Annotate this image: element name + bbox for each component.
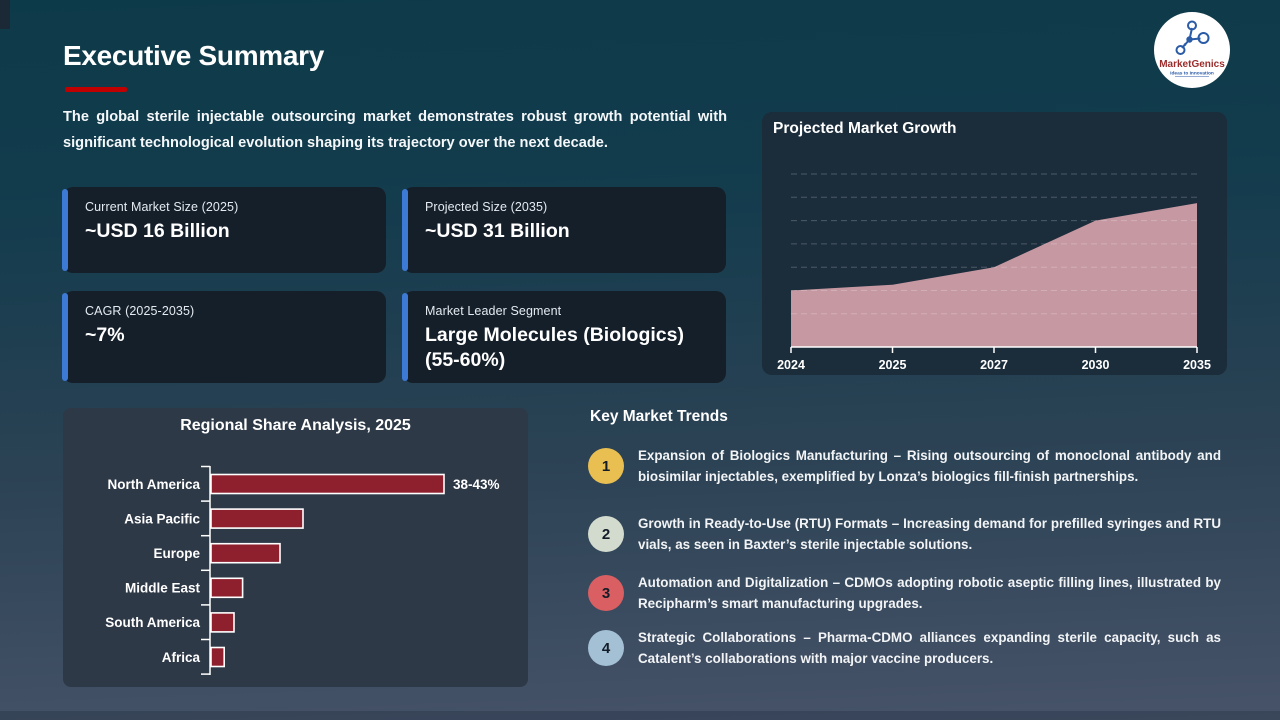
stat-card-accent — [402, 293, 408, 381]
projected-market-growth-panel: 2024 2025 2027 2030 2035 Projected Market Gr… — [762, 112, 1227, 375]
stat-card-accent — [62, 189, 68, 271]
trend-item-automation: 3 Automation and Digitalization – CDMOs … — [588, 572, 1221, 614]
logo-wordmark: MarketGenics — [1159, 59, 1225, 70]
projected-market-growth-chart: 2024 2025 2027 2030 2035 — [777, 173, 1211, 372]
trend-text: Automation and Digitalization – CDMOs ad… — [638, 575, 1221, 611]
stat-value: Large Molecules (Biologics) (55-60%) — [425, 324, 684, 371]
stat-value: ~USD 16 Billion — [85, 220, 230, 242]
trend-number-badge: 1 — [588, 448, 624, 484]
trend-number-badge: 4 — [588, 630, 624, 666]
regional-chart-title: Regional Share Analysis, 2025 — [180, 417, 411, 434]
regional-share-panel: North America 38-43% Asia Pacific Europe Mid… — [63, 408, 528, 687]
trend-number-badge: 3 — [588, 575, 624, 611]
stat-label: Current Market Size (2025) — [85, 200, 239, 214]
stat-card-market-leader-segment: Market Leader Segment Large Molecules (B… — [402, 291, 726, 383]
key-market-trends-section: Key Market Trends 1 Expansion of Biologi… — [588, 408, 1221, 669]
regional-share-chart: North America 38-43% Asia Pacific Europe Mid… — [105, 465, 500, 675]
svg-text:38-43%: 38-43% — [453, 477, 500, 492]
trend-text: Strategic Collaborations – Pharma-CDMO a… — [638, 630, 1221, 666]
trend-text: Growth in Ready-to-Use (RTU) Formats – I… — [638, 516, 1221, 552]
growth-chart-title: Projected Market Growth — [773, 120, 957, 137]
trend-number-badge: 2 — [588, 516, 624, 552]
svg-text:Asia Pacific: Asia Pacific — [124, 511, 200, 526]
stat-label: CAGR (2025-2035) — [85, 304, 195, 318]
svg-text:2035: 2035 — [1183, 358, 1211, 372]
svg-text:2024: 2024 — [777, 358, 805, 372]
bottom-shade — [0, 711, 1280, 720]
molecule-icon — [1175, 20, 1210, 55]
company-logo: MarketGenics Ideas to Innovation — [1154, 12, 1230, 88]
stat-value: ~7% — [85, 324, 125, 346]
stat-card-accent — [62, 293, 68, 381]
stats-grid: Current Market Size (2025) ~USD 16 Billi… — [62, 187, 726, 383]
svg-text:North America: North America — [107, 477, 200, 492]
svg-text:2030: 2030 — [1082, 358, 1110, 372]
trend-item-biologics-expansion: 1 Expansion of Biologics Manufacturing –… — [588, 445, 1221, 487]
trends-title: Key Market Trends — [590, 408, 728, 425]
svg-text:2025: 2025 — [879, 358, 907, 372]
svg-text:2027: 2027 — [980, 358, 1008, 372]
logo-circle — [1154, 12, 1230, 88]
svg-text:Europe: Europe — [153, 546, 200, 561]
stat-label: Market Leader Segment — [425, 304, 562, 318]
corner-accent — [0, 0, 10, 29]
title-underline — [65, 87, 127, 92]
svg-text:Middle East: Middle East — [125, 581, 201, 596]
stat-card-current-market-size: Current Market Size (2025) ~USD 16 Billi… — [62, 187, 386, 273]
stat-card-cagr: CAGR (2025-2035) ~7% — [62, 291, 386, 383]
stat-card-accent — [402, 189, 408, 271]
stat-label: Projected Size (2035) — [425, 200, 548, 214]
stat-card-projected-size: Projected Size (2035) ~USD 31 Billion — [402, 187, 726, 273]
svg-text:Africa: Africa — [162, 650, 201, 665]
trend-text: Expansion of Biologics Manufacturing – R… — [638, 448, 1221, 484]
svg-text:South America: South America — [105, 615, 200, 630]
trend-item-collaborations: 4 Strategic Collaborations – Pharma-CDMO… — [588, 627, 1221, 669]
page-title: Executive Summary — [63, 40, 325, 71]
stat-value: ~USD 31 Billion — [425, 220, 570, 242]
logo-tagline: Ideas to Innovation — [1170, 71, 1214, 77]
intro-paragraph: The global sterile injectable outsourcin… — [63, 109, 727, 151]
trend-item-rtu-formats: 2 Growth in Ready-to-Use (RTU) Formats –… — [588, 513, 1221, 555]
